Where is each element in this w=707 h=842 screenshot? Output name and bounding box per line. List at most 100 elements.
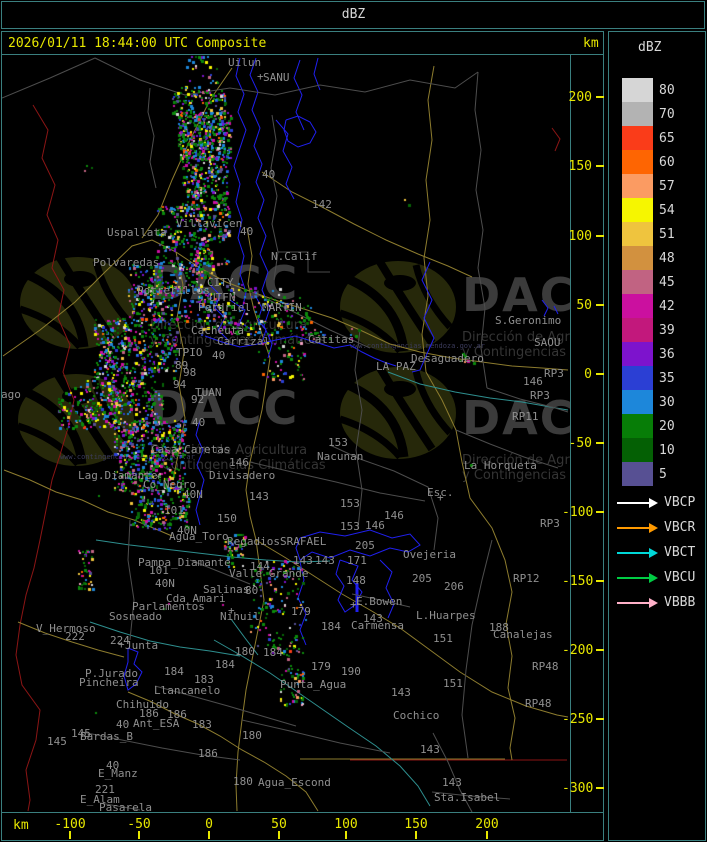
map-place-label: 205 xyxy=(355,539,375,552)
map-place-label: 171 xyxy=(347,554,367,567)
map-place-label: SAOU xyxy=(534,336,561,349)
map-place-label: 143 xyxy=(420,743,440,756)
map-place-label: 206 xyxy=(444,580,464,593)
map-place-label: RP48 xyxy=(525,697,552,710)
dbz-scale-swatch xyxy=(622,222,653,246)
map-place-label: 40N xyxy=(183,488,203,501)
map-place-label: 205 xyxy=(412,572,432,585)
map-place-label: 186 xyxy=(198,747,218,760)
map-place-label: RP11 xyxy=(512,410,539,423)
dbz-scale-swatch xyxy=(622,318,653,342)
legend-panel-frame xyxy=(608,31,706,841)
dbz-scale-value: 65 xyxy=(659,131,675,146)
map-place-label: P.Jurado xyxy=(85,667,138,680)
map-place-label: Desaguadero xyxy=(411,352,484,365)
y-axis-tick-label: 50 xyxy=(576,298,592,313)
map-place-label: Regadios xyxy=(227,535,280,548)
map-place-label: TUAN xyxy=(195,386,222,399)
x-axis-tick-label: 200 xyxy=(475,817,499,832)
y-axis-tick xyxy=(596,718,604,720)
map-place-label: Sosneado xyxy=(109,610,162,623)
dbz-scale-value: 57 xyxy=(659,179,675,194)
map-place-label: Cda_Amari xyxy=(166,592,226,605)
dbz-scale-value: 51 xyxy=(659,227,675,242)
map-place-label: 146 xyxy=(523,375,543,388)
map-place-label: 184 xyxy=(164,665,184,678)
map-place-label: RP48 xyxy=(532,660,559,673)
map-place-label: Carrizal xyxy=(217,335,270,348)
map-place-label: 180 xyxy=(233,775,253,788)
y-axis-tick xyxy=(596,373,604,375)
map-place-label: Uspallata xyxy=(107,226,167,239)
map-place-label: 224 xyxy=(110,634,130,647)
map-place-label: 143 xyxy=(442,776,462,789)
map-place-label: E_Manz xyxy=(98,767,138,780)
map-place-label: Carmensa xyxy=(351,619,404,632)
map-place-label: 183 xyxy=(192,718,212,731)
y-axis-tick-label: 200 xyxy=(568,90,592,105)
x-axis-tick-label: 50 xyxy=(271,817,287,832)
map-place-label: LA PAZ xyxy=(376,360,416,373)
map-place-label: S.Geronimo xyxy=(495,314,562,327)
dbz-scale-value: 20 xyxy=(659,419,675,434)
map-place-label: Cochico xyxy=(393,709,440,722)
dbz-scale-value: 39 xyxy=(659,323,675,338)
map-place-label: 179 xyxy=(291,605,311,618)
page-title: dBZ xyxy=(341,7,366,22)
map-place-label: 146 xyxy=(365,519,385,532)
map-place-label: 143 xyxy=(363,612,383,625)
y-axis-tick xyxy=(596,649,604,651)
map-place-label: Uilun xyxy=(228,56,262,69)
timestamp: 2026/01/11 18:44:00 UTC Composite xyxy=(8,36,267,51)
map-place-label: E.Bowen xyxy=(356,595,403,608)
dbz-scale-value: 54 xyxy=(659,203,675,218)
dbz-scale-swatch xyxy=(622,414,653,438)
y-axis-tick xyxy=(596,442,604,444)
map-place-label: SANU xyxy=(263,71,290,84)
vector-arrow-head-icon xyxy=(649,498,658,508)
dbz-scale-swatch xyxy=(622,126,653,150)
y-axis-tick xyxy=(596,304,604,306)
map-place-label: Divisadero xyxy=(209,469,276,482)
map-place-label: 142 xyxy=(312,198,332,211)
map-place-label: Co_Negro xyxy=(143,478,196,491)
map-place-label: RP3 xyxy=(540,517,560,530)
x-axis-unit-label: km xyxy=(13,818,29,833)
map-place-label: 190 xyxy=(341,665,361,678)
map-place-label: 40 xyxy=(212,349,226,362)
y-axis-tick-label: -200 xyxy=(562,643,594,658)
map-place-label: Esc. xyxy=(427,486,454,499)
dbz-scale-value: 42 xyxy=(659,299,675,314)
radar-map: DACCDirección de Agriculturay Contingenc… xyxy=(2,55,570,812)
map-place-label: + xyxy=(228,604,235,617)
map-place-label: N.Calif xyxy=(271,250,318,263)
map-place-label: E_Alam xyxy=(80,793,120,806)
y-axis-tick-label: -300 xyxy=(562,781,594,796)
x-axis-tick-label: -100 xyxy=(54,817,86,832)
map-place-label: Perdriel xyxy=(198,301,251,314)
map-place-label: + xyxy=(350,598,357,611)
dbz-scale-swatch xyxy=(622,174,653,198)
map-place-label: UTFN xyxy=(209,291,236,304)
vector-arrow-line xyxy=(617,527,651,529)
vector-arrow-line xyxy=(617,577,651,579)
dbz-scale-swatch xyxy=(622,462,653,486)
map-place-label: Chihuido xyxy=(116,698,169,711)
map-place-label: Villavicen xyxy=(176,217,243,230)
map-place-label: V_Hermoso xyxy=(36,622,96,635)
vector-legend-label: VBCR xyxy=(664,520,696,535)
map-place-label: 143 xyxy=(315,554,335,567)
x-axis-tick xyxy=(138,831,140,839)
map-place-label: Pampa_Diamante xyxy=(138,556,231,569)
dbz-scale-swatch xyxy=(622,294,653,318)
y-axis-tick-label: 0 xyxy=(584,367,592,382)
dbz-scale-swatch xyxy=(622,198,653,222)
map-place-label: 101 xyxy=(149,564,169,577)
x-axis-tick xyxy=(208,831,210,839)
vector-arrow-head-icon xyxy=(649,598,658,608)
vector-arrow-head-icon xyxy=(649,548,658,558)
x-axis-tick xyxy=(415,831,417,839)
map-place-label: + xyxy=(437,491,444,504)
map-place-label: Llancanelo xyxy=(154,684,221,697)
vector-arrow-line xyxy=(617,502,651,504)
